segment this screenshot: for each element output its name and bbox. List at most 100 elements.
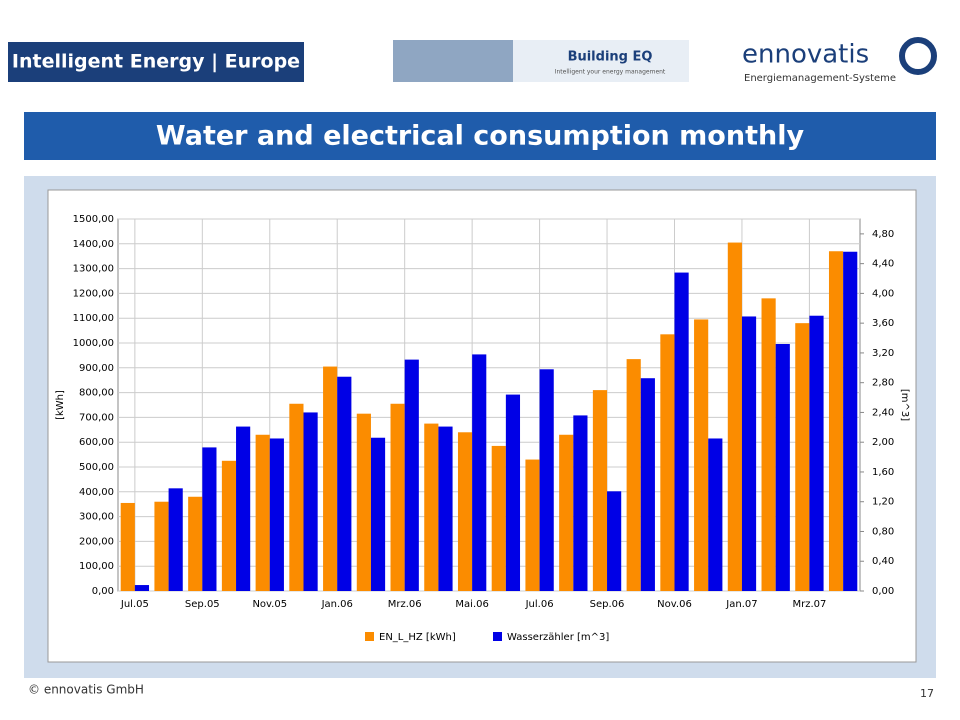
bar xyxy=(660,334,675,591)
bar xyxy=(255,434,270,591)
bar xyxy=(356,413,371,591)
bar xyxy=(370,437,386,591)
x-tick-label: Nov.05 xyxy=(252,599,287,610)
x-tick-label: Jul.05 xyxy=(120,599,149,610)
bar xyxy=(168,488,183,591)
bar xyxy=(472,354,487,591)
bar xyxy=(809,315,824,591)
y2-tick-label: 3,60 xyxy=(872,318,894,329)
x-tick-label: Jul.06 xyxy=(525,599,554,610)
bar xyxy=(727,242,742,591)
bar xyxy=(505,394,521,591)
logo-text: ennovatis xyxy=(742,40,869,70)
y2-tick-label: 1,60 xyxy=(872,467,894,478)
y-tick-label: 800,00 xyxy=(79,388,114,399)
bar xyxy=(573,415,588,591)
page-number: 17 xyxy=(920,687,934,700)
logo-image xyxy=(393,40,513,82)
bar xyxy=(188,496,203,591)
bar xyxy=(592,390,608,591)
bar xyxy=(337,376,352,591)
y2-tick-label: 2,40 xyxy=(872,407,894,418)
x-tick-label: Nov.06 xyxy=(657,599,692,610)
bar xyxy=(843,251,858,591)
y-tick-label: 100,00 xyxy=(79,561,114,572)
y2-tick-label: 1,20 xyxy=(872,497,894,508)
bar xyxy=(539,369,554,591)
y-tick-label: 1100,00 xyxy=(73,313,114,324)
bar xyxy=(289,403,304,591)
legend-label: Wasserzähler [m^3] xyxy=(507,632,609,643)
bar xyxy=(134,585,150,591)
y2-tick-label: 4,40 xyxy=(872,259,894,270)
y-tick-label: 500,00 xyxy=(79,462,114,473)
bar xyxy=(828,251,844,592)
title-bar xyxy=(24,112,936,160)
bar xyxy=(607,491,622,591)
bar xyxy=(120,502,135,591)
x-tick-label: Mrz.06 xyxy=(388,599,422,610)
x-tick-label: Mrz.07 xyxy=(792,599,826,610)
footer-copyright: © ennovatis GmbH xyxy=(28,683,144,697)
bar xyxy=(674,272,689,591)
y2-tick-label: 0,80 xyxy=(872,526,894,537)
y2-axis-label: [m^3] xyxy=(899,389,910,421)
logo-subtext: Energiemanagement-Systeme xyxy=(744,73,896,84)
bar xyxy=(154,501,169,591)
y-axis-label: [kWh] xyxy=(55,390,66,420)
y-tick-label: 900,00 xyxy=(79,363,114,374)
x-tick-label: Jan.07 xyxy=(725,599,757,610)
y2-tick-label: 0,00 xyxy=(872,586,894,597)
bar xyxy=(775,343,790,591)
bar xyxy=(795,323,810,591)
bar xyxy=(525,459,540,591)
x-tick-label: Mai.06 xyxy=(455,599,488,610)
chart-title: Water and electrical consumption monthly xyxy=(156,121,805,152)
y2-tick-label: 4,80 xyxy=(872,229,894,240)
bar xyxy=(424,423,439,591)
logo-box xyxy=(8,42,304,82)
y2-tick-label: 2,80 xyxy=(872,378,894,389)
bar xyxy=(236,426,251,591)
logo-text: Intelligent Energy | Europe xyxy=(12,51,300,73)
bar xyxy=(491,445,506,591)
bar xyxy=(741,316,757,591)
y2-tick-label: 4,00 xyxy=(872,288,894,299)
bar xyxy=(390,403,405,591)
x-tick-label: Sep.05 xyxy=(185,599,220,610)
y-tick-label: 700,00 xyxy=(79,412,114,423)
bar xyxy=(761,298,776,591)
logo-mark xyxy=(899,37,937,75)
y-tick-label: 1500,00 xyxy=(73,214,114,225)
bar xyxy=(708,438,723,591)
y2-tick-label: 0,40 xyxy=(872,556,894,567)
legend-label: EN_L_HZ [kWh] xyxy=(379,632,456,643)
y2-tick-label: 3,20 xyxy=(872,348,894,359)
bar xyxy=(640,378,655,591)
bar xyxy=(438,426,453,591)
bar xyxy=(221,460,237,591)
y2-tick-label: 2,00 xyxy=(872,437,894,448)
bar xyxy=(559,434,574,591)
y-tick-label: 300,00 xyxy=(79,512,114,523)
y-tick-label: 400,00 xyxy=(79,487,114,498)
logo-text: Building EQ xyxy=(568,50,653,65)
y-tick-label: 1000,00 xyxy=(73,338,114,349)
bar xyxy=(323,366,338,591)
bar xyxy=(303,412,318,591)
y-tick-label: 600,00 xyxy=(79,437,114,448)
x-tick-label: Sep.06 xyxy=(590,599,625,610)
x-tick-label: Jan.06 xyxy=(321,599,353,610)
bar xyxy=(694,319,709,591)
legend-swatch xyxy=(493,632,502,641)
y-tick-label: 1400,00 xyxy=(73,239,114,250)
legend-swatch xyxy=(365,632,374,641)
bar xyxy=(626,359,641,591)
y-tick-label: 1300,00 xyxy=(73,264,114,275)
bar xyxy=(202,447,217,591)
y-tick-label: 1200,00 xyxy=(73,288,114,299)
y-tick-label: 0,00 xyxy=(92,586,114,597)
y-tick-label: 200,00 xyxy=(79,536,114,547)
bar xyxy=(404,359,419,591)
